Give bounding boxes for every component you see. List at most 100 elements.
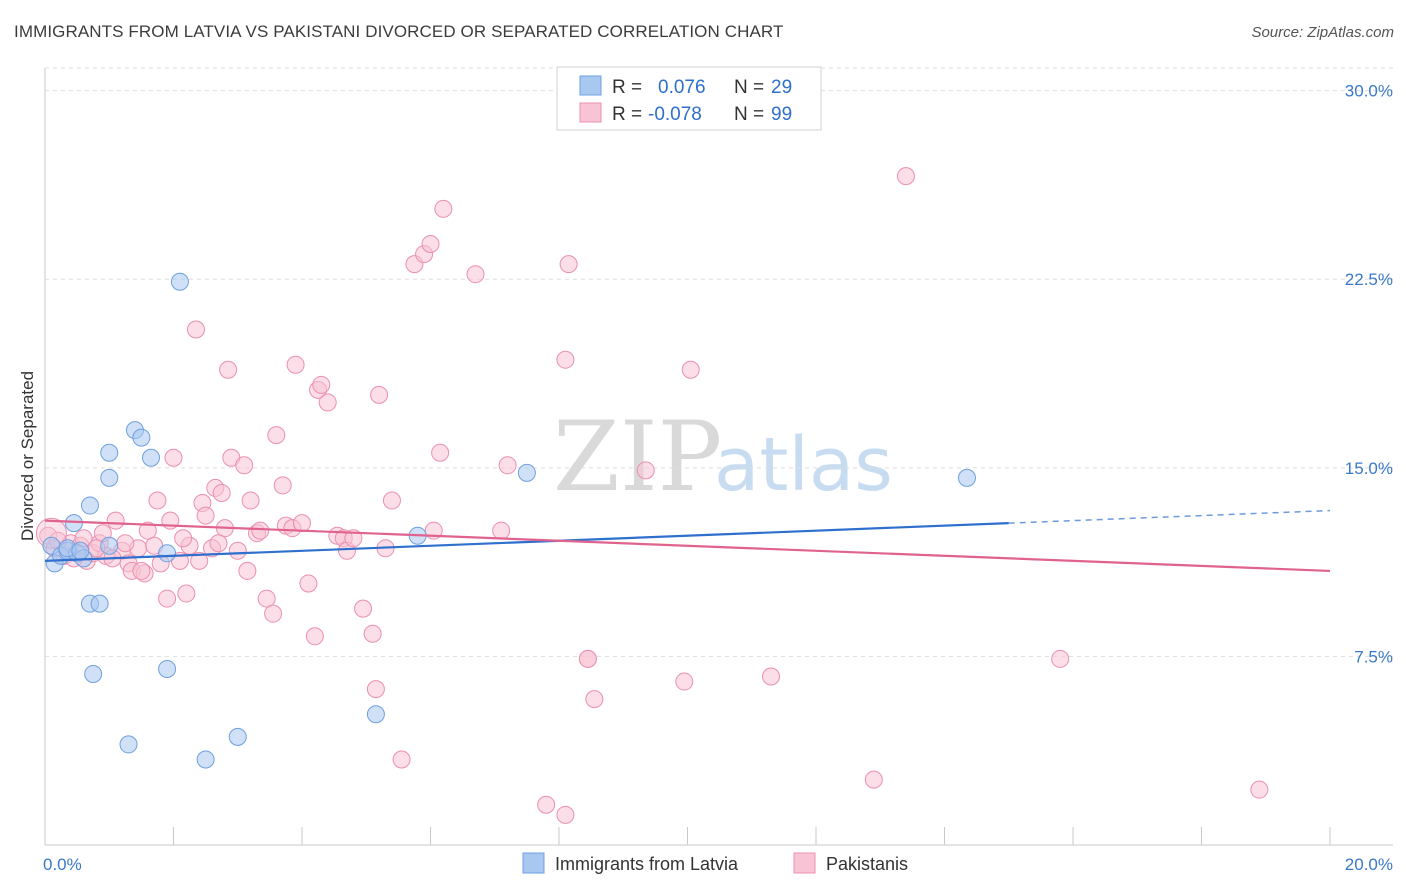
pakistanis-point-28 <box>196 506 215 525</box>
latvia-point-4 <box>64 514 83 533</box>
latvia-point-8 <box>100 536 119 555</box>
pakistanis-point-77 <box>636 461 655 480</box>
latvia-point-25 <box>517 463 536 482</box>
latvia-point-20 <box>158 659 177 678</box>
watermark-atlas: atlas <box>714 422 893 508</box>
pakistanis-point-20 <box>158 589 177 608</box>
pakistanis-point-80 <box>762 667 781 686</box>
latvia-point-28 <box>71 541 90 560</box>
pakistanis-point-50 <box>312 375 331 394</box>
bottom-legend: Immigrants from Latvia Pakistanis <box>522 852 908 874</box>
pakistanis-point-57 <box>366 680 385 699</box>
latvia-point-21 <box>196 750 215 769</box>
legend-r-value-pakistanis: -0.078 <box>648 104 702 125</box>
pakistanis-point-97 <box>344 529 363 548</box>
pakistanis-point-71 <box>556 805 575 824</box>
pakistanis-point-91 <box>132 561 151 580</box>
latvia-point-7 <box>80 496 99 515</box>
legend-n-value-pakistanis: 99 <box>771 104 792 125</box>
pakistanis-point-90 <box>116 534 135 553</box>
pakistanis-point-76 <box>578 649 597 668</box>
latvia-point-9 <box>100 443 119 462</box>
bottom-legend-swatch-latvia <box>522 852 545 874</box>
pakistanis-point-95 <box>251 521 270 540</box>
pakistanis-point-16 <box>138 521 157 540</box>
legend-swatch-pakistanis <box>579 102 602 123</box>
x-tick-label-min: 0.0% <box>43 855 82 874</box>
pakistanis-point-58 <box>370 385 389 404</box>
latvia-point-26 <box>957 468 976 487</box>
pakistanis-point-72 <box>559 255 578 274</box>
series-immigrants-from-latvia <box>42 272 976 769</box>
pakistanis-point-10 <box>106 511 125 530</box>
pakistanis-point-93 <box>190 551 209 570</box>
pakistanis-point-46 <box>286 355 305 374</box>
latvia-point-10 <box>100 468 119 487</box>
pakistanis-point-31 <box>212 483 231 502</box>
pakistanis-point-83 <box>1051 649 1070 668</box>
y-tick-label-2: 22.5% <box>1345 270 1393 289</box>
pakistanis-point-35 <box>228 541 247 560</box>
pakistanis-point-42 <box>267 426 286 445</box>
legend-n-label-latvia: N = <box>734 77 764 98</box>
y-tick-label-3: 30.0% <box>1345 82 1393 101</box>
latvia-point-22 <box>228 727 247 746</box>
legend-r-value-latvia: 0.076 <box>658 77 706 98</box>
pakistanis-point-96 <box>293 514 311 533</box>
trend-line-pakistanis <box>44 519 1331 573</box>
pakistanis-point-65 <box>431 443 450 462</box>
pakistanis-point-94 <box>209 534 228 553</box>
pakistanis-point-82 <box>896 167 915 186</box>
latvia-point-14 <box>170 272 189 291</box>
legend-r-label-pakistanis: R = <box>612 104 642 125</box>
pakistanis-point-59 <box>382 491 401 510</box>
pakistanis-point-24 <box>177 584 196 603</box>
legend-n-label-pakistanis: N = <box>734 104 764 125</box>
y-tick-labels: 7.5% 15.0% 22.5% 30.0% <box>1345 82 1393 667</box>
pakistanis-point-47 <box>299 574 318 593</box>
pakistanis-point-55 <box>354 599 373 618</box>
pakistanis-point-81 <box>864 770 883 789</box>
pakistanis-point-92 <box>174 529 193 548</box>
legend-n-value-latvia: 29 <box>771 77 792 98</box>
pakistanis-point-79 <box>681 360 700 379</box>
legend-swatch-latvia <box>579 75 602 96</box>
trend-line-latvia-extension <box>1008 509 1331 524</box>
pakistanis-point-66 <box>434 199 453 218</box>
pakistanis-point-69 <box>498 456 517 475</box>
latvia-point-18 <box>84 665 103 684</box>
latvia-point-12 <box>132 428 151 447</box>
latvia-point-19 <box>119 735 138 754</box>
pakistanis-point-51 <box>318 393 337 412</box>
trend-line-latvia <box>44 522 1009 562</box>
pakistanis-point-67 <box>466 265 485 284</box>
pakistanis-point-26 <box>186 320 205 339</box>
y-tick-label-0: 7.5% <box>1354 647 1393 666</box>
pakistanis-point-33 <box>219 360 238 379</box>
y-tick-label-1: 15.0% <box>1345 459 1393 478</box>
x-tick-label-max: 20.0% <box>1345 855 1393 874</box>
pakistanis-point-36 <box>235 456 254 475</box>
chart-title: IMMIGRANTS FROM LATVIA VS PAKISTANI DIVO… <box>14 22 784 41</box>
latvia-point-13 <box>142 448 161 467</box>
pakistanis-point-63 <box>421 235 440 254</box>
latvia-point-15 <box>158 544 177 563</box>
latvia-point-23 <box>366 705 385 724</box>
pakistanis-point-43 <box>273 476 292 495</box>
x-ticks <box>44 827 1331 845</box>
bottom-legend-label-pakistanis: Pakistanis <box>826 854 908 874</box>
pakistanis-point-78 <box>675 672 694 691</box>
legend: R = 0.076 N = 29 R = -0.078 N = 99 <box>556 66 822 131</box>
pakistanis-point-84 <box>1250 780 1269 799</box>
pakistanis-point-73 <box>556 350 575 369</box>
bottom-legend-label-latvia: Immigrants from Latvia <box>555 854 739 874</box>
pakistanis-point-37 <box>238 561 257 580</box>
source-label: Source: ZipAtlas.com <box>1251 24 1394 41</box>
legend-r-label-latvia: R = <box>612 77 642 98</box>
pakistanis-point-60 <box>392 750 411 769</box>
pakistanis-point-48 <box>305 627 324 646</box>
latvia-point-17 <box>90 594 109 613</box>
pakistanis-point-22 <box>164 448 183 467</box>
trend-lines <box>44 509 1331 573</box>
